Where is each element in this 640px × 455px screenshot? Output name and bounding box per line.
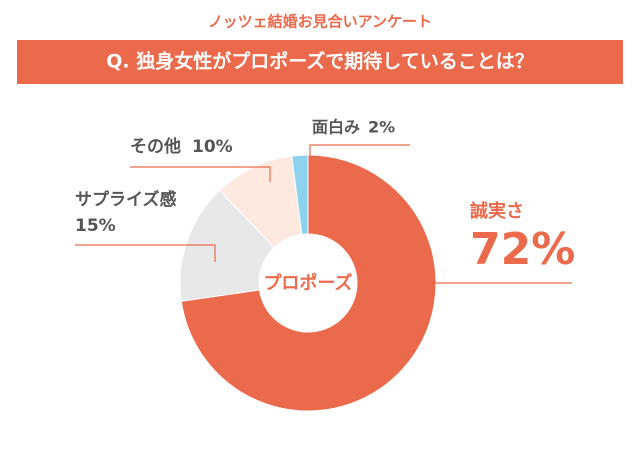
leader-line xyxy=(431,282,572,298)
chart-title: ノッツェ結婚お見合いアンケート xyxy=(208,13,432,31)
leader-lines xyxy=(75,144,572,298)
value-label: 72% xyxy=(470,224,575,275)
slice xyxy=(179,189,275,302)
title-band xyxy=(17,40,623,84)
value-label: 2% xyxy=(368,118,395,137)
category-label: サプライズ感 xyxy=(75,189,177,210)
category-label: その他 xyxy=(130,136,181,157)
value-label: 15% xyxy=(75,216,116,236)
slices xyxy=(179,154,437,412)
slice xyxy=(180,154,437,412)
leader-line xyxy=(309,144,410,162)
chart-subtitle: Q. 独身女性がプロポーズで期待していることは？ xyxy=(106,50,533,73)
leader-line xyxy=(130,166,271,182)
category-label: 面白み xyxy=(312,118,360,137)
value-label: 10% xyxy=(192,137,233,157)
category-label: 誠実さ xyxy=(470,200,524,222)
center-label: プロポーズ xyxy=(263,272,352,294)
leader-line xyxy=(75,244,216,262)
slice xyxy=(291,154,309,235)
